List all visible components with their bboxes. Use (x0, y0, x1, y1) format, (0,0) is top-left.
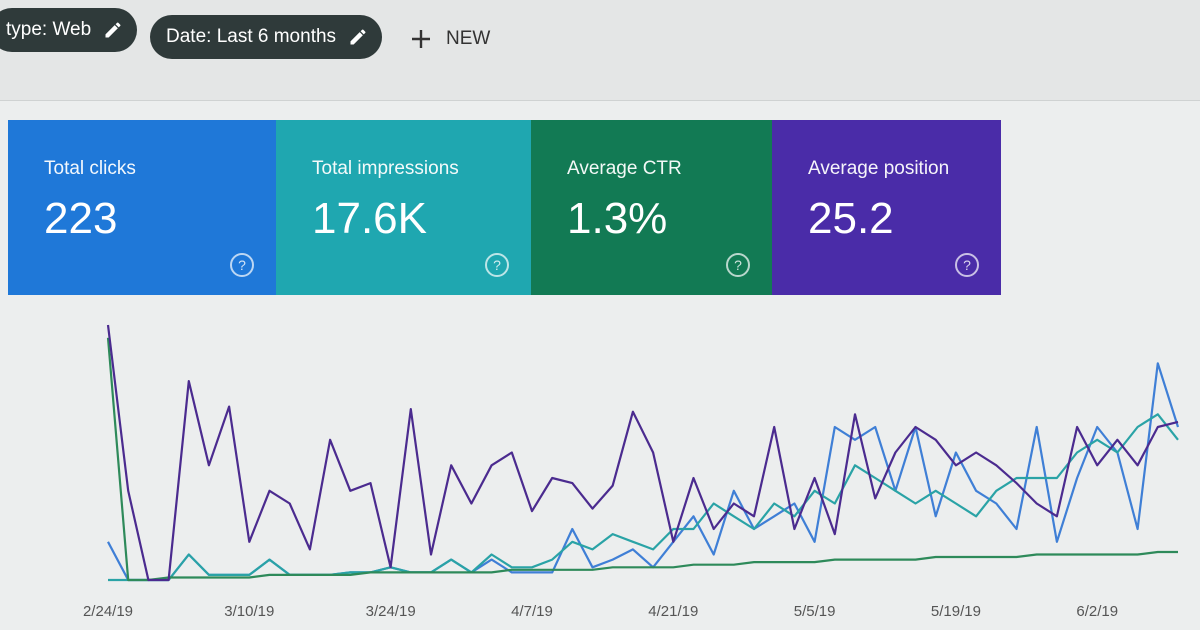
x-tick-label: 4/7/19 (511, 603, 553, 620)
filter-chip[interactable]: type: Web (0, 8, 138, 52)
x-tick-label: 5/5/19 (794, 603, 836, 620)
metric-value: 223 (44, 194, 118, 243)
help-icon[interactable]: ? (726, 253, 750, 277)
metric-card[interactable]: Total impressions 17.6K? (276, 120, 531, 295)
x-tick-label: 4/21/19 (648, 603, 698, 620)
help-icon[interactable]: ? (230, 253, 254, 277)
metric-card[interactable]: Average CTR 1.3%? (531, 120, 772, 295)
filter-bar: type: Web Date: Last 6 months NEW (0, 0, 1200, 101)
x-tick-label: 6/2/19 (1076, 603, 1118, 620)
metric-value: 17.6K (312, 194, 427, 243)
x-tick-label: 2/24/19 (83, 603, 133, 620)
series-line (106, 337, 1178, 582)
edit-icon (105, 22, 121, 38)
help-icon[interactable]: ? (485, 253, 509, 277)
help-icon[interactable]: ? (955, 253, 979, 277)
new-button[interactable]: NEW (410, 28, 490, 50)
metric-label: Total impressions (312, 158, 459, 179)
x-tick-label: 3/24/19 (366, 603, 416, 620)
series-line (106, 324, 1179, 582)
edit-icon (350, 29, 366, 45)
plus-icon (412, 30, 430, 48)
metric-card[interactable]: Average position 25.2? (772, 120, 1001, 295)
metric-label: Total clicks (44, 158, 136, 179)
series-line (108, 413, 1179, 582)
chip-label: Date: Last 6 months (166, 26, 337, 47)
metric-value: 1.3% (567, 194, 668, 243)
metric-value: 25.2 (808, 194, 894, 243)
metric-card[interactable]: Total clicks 223? (8, 120, 276, 295)
x-tick-label: 3/10/19 (224, 603, 274, 620)
series-line (107, 362, 1180, 582)
chip-label: type: Web (6, 19, 92, 40)
x-tick-label: 5/19/19 (931, 603, 981, 620)
filter-chip[interactable]: Date: Last 6 months (150, 15, 383, 59)
metric-label: Average CTR (567, 158, 682, 179)
metric-label: Average position (808, 158, 950, 179)
new-label: NEW (446, 28, 491, 49)
